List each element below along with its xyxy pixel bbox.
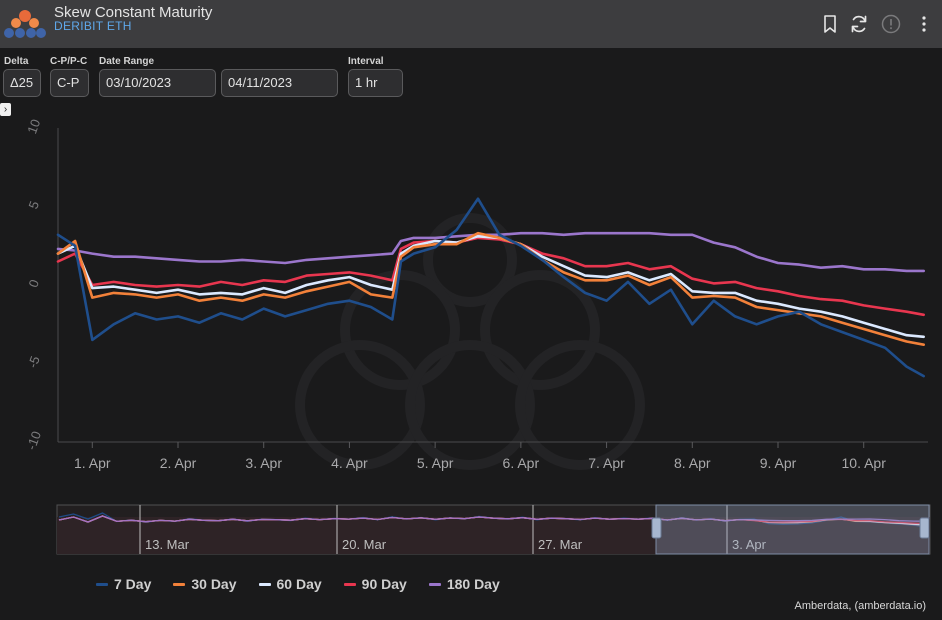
- watermark-ring: [423, 213, 517, 307]
- info-alert-icon[interactable]: [881, 14, 901, 34]
- x-tick-label: 10. Apr: [842, 455, 887, 471]
- series-line-90-day: [56, 236, 926, 317]
- legend-item-60-day[interactable]: 60 Day: [258, 575, 322, 593]
- navigator-selection: [655, 504, 930, 555]
- delta-label: Delta: [4, 56, 29, 67]
- series-line-30-day: [56, 231, 926, 347]
- y-tick-label: -10: [24, 429, 45, 452]
- series-line-7-day: [56, 197, 926, 378]
- navigator-tick-label: 13. Mar: [145, 537, 190, 552]
- x-tick-label: 2. Apr: [160, 455, 197, 471]
- x-axis-labels: 1. Apr 2. Apr 3. Apr 4. Apr 5. Apr 6. Apr 7. A…: [74, 455, 886, 471]
- chart-axes: [57, 128, 928, 448]
- navigator-tick-label: 20. Mar: [342, 537, 387, 552]
- navigator-handle-right: [919, 517, 930, 539]
- navigator-tick-label: 27. Mar: [538, 537, 583, 552]
- watermark-ring: [340, 270, 460, 390]
- watermark-ring: [295, 340, 425, 470]
- legend-swatch: [428, 582, 441, 586]
- x-tick-label: 6. Apr: [503, 455, 540, 471]
- series-line-60-day: [56, 235, 926, 339]
- x-tick-label: 7. Apr: [588, 455, 625, 471]
- amberdata-logo-icon: [4, 10, 46, 38]
- y-tick-label: 5: [25, 199, 42, 211]
- x-tick-label: 4. Apr: [331, 455, 368, 471]
- legend-item-7-day[interactable]: 7 Day: [96, 575, 151, 593]
- skew-chart[interactable]: 10 5 0 -5 -10 1. Apr 2. Apr 3. Apr 4. Apr 5. Apr…: [0, 110, 942, 565]
- navigator-tick-label: 3. Apr: [732, 537, 767, 552]
- more-menu-icon[interactable]: [914, 14, 934, 34]
- navigator-series-line: [58, 515, 929, 523]
- watermark-logo-icon: [295, 213, 645, 470]
- date-end-input[interactable]: 04/11/2023: [221, 69, 338, 97]
- watermark-ring: [515, 340, 645, 470]
- page-title: Skew Constant Maturity: [54, 4, 213, 21]
- legend-swatch: [173, 582, 186, 586]
- bookmark-icon[interactable]: [820, 14, 840, 34]
- x-tick-label: 8. Apr: [674, 455, 711, 471]
- legend-item-180-day[interactable]: 180 Day: [428, 575, 500, 593]
- interval-label: Interval: [348, 56, 384, 67]
- delta-select[interactable]: Δ25: [3, 69, 41, 97]
- interval-select[interactable]: 1 hr: [348, 69, 403, 97]
- y-tick-label: 10: [24, 117, 43, 136]
- x-tick-label: 9. Apr: [760, 455, 797, 471]
- legend-label: 180 Day: [446, 576, 500, 592]
- cpc-select[interactable]: C-P: [50, 69, 89, 97]
- legend-item-90-day[interactable]: 90 Day: [343, 575, 407, 593]
- watermark-ring: [405, 340, 535, 470]
- x-tick-label: 1. Apr: [74, 455, 111, 471]
- series-lines: [56, 197, 926, 378]
- legend-label: 60 Day: [276, 576, 322, 592]
- legend-swatch: [96, 582, 108, 586]
- cpc-label: C-P/P-C: [50, 56, 88, 67]
- date-range-label: Date Range: [99, 56, 155, 67]
- y-axis-labels: 10 5 0 -5 -10: [24, 117, 45, 452]
- date-start-input[interactable]: 03/10/2023: [99, 69, 216, 97]
- x-tick-label: 3. Apr: [245, 455, 282, 471]
- legend-swatch: [343, 582, 356, 586]
- navigator-handle-left: [651, 517, 662, 539]
- x-tick-label: 5. Apr: [417, 455, 454, 471]
- app-header: Skew Constant Maturity DERIBIT ETH: [0, 0, 942, 48]
- page-subtitle: DERIBIT ETH: [54, 19, 132, 33]
- watermark-ring: [480, 270, 600, 390]
- credits-text[interactable]: Amberdata, (amberdata.io): [794, 600, 926, 612]
- legend-swatch: [258, 582, 271, 586]
- refresh-icon[interactable]: [849, 14, 869, 34]
- legend-label: 7 Day: [114, 576, 152, 592]
- range-navigator[interactable]: 13. Mar 20. Mar 27. Mar 3. Apr: [56, 504, 931, 555]
- y-tick-label: -5: [25, 354, 43, 370]
- y-tick-label: 0: [25, 277, 42, 289]
- legend-label: 90 Day: [361, 576, 407, 592]
- expand-panel-chevron-icon[interactable]: ›: [0, 103, 11, 116]
- legend-label: 30 Day: [191, 576, 237, 592]
- series-line-180-day: [56, 231, 926, 273]
- chart-legend: 7 Day 30 Day 60 Day 90 Day 180 Day: [96, 575, 500, 593]
- legend-item-30-day[interactable]: 30 Day: [173, 575, 237, 593]
